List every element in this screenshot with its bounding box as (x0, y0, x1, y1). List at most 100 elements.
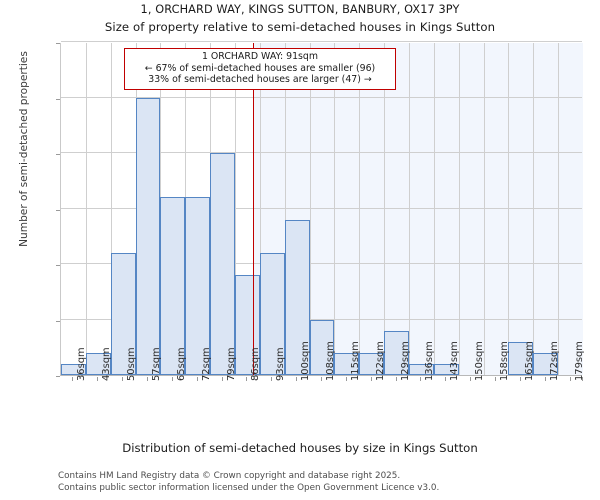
y-axis-tick-mark (56, 265, 60, 266)
histogram-bar (85, 352, 111, 375)
x-axis-tick-mark (544, 377, 546, 381)
x-axis-tick-mark (221, 377, 223, 381)
x-axis-tick-mark (97, 377, 99, 381)
gridline-horizontal (61, 152, 582, 153)
histogram-bar (433, 363, 459, 375)
annotation-line-1: 1 ORCHARD WAY: 91sqm (201, 51, 319, 62)
x-axis-label: Distribution of semi-detached houses by … (122, 441, 478, 455)
x-axis-tick-label: 65sqm (175, 347, 187, 381)
x-axis-tick-mark (495, 377, 496, 381)
gridline-vertical (384, 43, 386, 375)
gridline-horizontal (61, 41, 582, 42)
y-axis-tick-mark (56, 320, 60, 322)
y-axis-tick-mark (56, 98, 60, 100)
gridline-vertical (334, 43, 336, 375)
histogram-bar (160, 197, 186, 375)
gridline-vertical (259, 43, 261, 375)
x-axis-tick-label: 172sqm (548, 341, 560, 381)
x-axis-tick-label: 165sqm (523, 341, 535, 381)
chart-title: 1, ORCHARD WAY, KINGS SUTTON, BANBURY, O… (140, 3, 460, 16)
y-axis-tick-mark (56, 43, 60, 44)
x-axis-tick-mark (582, 377, 583, 381)
gridline-horizontal (61, 96, 582, 98)
x-axis-tick-label: 136sqm (424, 341, 436, 381)
x-axis-tick-label: 115sqm (349, 341, 361, 381)
x-axis-tick-label: 122sqm (374, 341, 386, 381)
x-axis-tick-label: 79sqm (225, 347, 237, 381)
x-axis-tick-label: 36sqm (76, 347, 88, 381)
footer-line-1: Contains HM Land Registry data © Crown c… (58, 471, 401, 481)
x-axis-tick-label: 179sqm (573, 341, 585, 381)
histogram-bar (309, 319, 335, 375)
x-axis-tick-label: 150sqm (474, 341, 486, 381)
x-axis-tick-mark (569, 377, 571, 381)
x-axis-tick-label: 129sqm (399, 341, 411, 381)
x-axis-tick-mark (196, 377, 198, 381)
footer-attribution: Contains HM Land Registry data © Crown c… (58, 471, 439, 494)
x-axis-tick-mark (147, 377, 148, 381)
histogram-bar (508, 341, 534, 375)
gridline-vertical (533, 43, 535, 375)
gridline-vertical (309, 43, 311, 375)
gridline-vertical (85, 43, 87, 375)
x-axis-tick-mark (72, 377, 74, 381)
histogram-bar (61, 363, 86, 375)
histogram-bar (210, 153, 235, 375)
histogram-bar (110, 252, 136, 375)
x-axis-tick-label: 43sqm (101, 347, 113, 381)
gridline-vertical (483, 43, 485, 375)
annotation-line-2: ← 67% of semi-detached houses are smalle… (144, 62, 376, 74)
gridline-vertical (433, 43, 435, 375)
histogram-bar (259, 252, 285, 375)
chart-subtitle: Size of property relative to semi-detach… (104, 20, 496, 34)
x-axis-tick-mark (470, 377, 472, 381)
x-axis-tick-label: 108sqm (325, 341, 336, 381)
x-axis-tick-label: 86sqm (250, 347, 262, 381)
histogram-bar (135, 97, 161, 375)
histogram-bar (409, 363, 434, 375)
x-axis-tick-mark (246, 377, 248, 381)
gridline-vertical (558, 43, 560, 375)
annotation-box: 1 ORCHARD WAY: 91sqm ← 67% of semi-detac… (124, 48, 396, 90)
x-axis-tick-label: 100sqm (300, 341, 312, 381)
x-axis-tick-mark (370, 377, 372, 381)
histogram-bar (185, 197, 211, 375)
x-axis-tick-mark (171, 377, 173, 381)
gridline-vertical (409, 43, 410, 375)
x-axis-tick-mark (321, 377, 322, 381)
x-axis-tick-label: 50sqm (126, 347, 138, 381)
histogram-bar (533, 352, 559, 375)
x-axis-tick-label: 93sqm (275, 347, 287, 381)
y-axis-tick-mark (56, 376, 60, 377)
x-axis-tick-label: 143sqm (449, 341, 461, 381)
x-axis-tick-mark (445, 377, 447, 381)
y-axis-tick-mark (56, 154, 60, 155)
x-axis-tick-mark (345, 377, 347, 381)
histogram-bar (284, 219, 310, 375)
gridline-vertical (359, 43, 361, 375)
x-axis-tick-mark (271, 377, 273, 381)
y-axis-label: Number of semi-detached properties (18, 51, 30, 247)
histogram-bar (384, 330, 409, 375)
annotation-line-3: 33% of semi-detached houses are larger (… (148, 74, 372, 86)
x-axis-tick-label: 158sqm (499, 341, 510, 381)
gridline-horizontal (61, 318, 582, 320)
x-axis-tick-mark (519, 377, 521, 381)
x-axis-tick-label: 72sqm (200, 347, 212, 381)
gridline-horizontal (61, 207, 582, 209)
x-axis-tick-mark (122, 377, 124, 381)
x-axis-tick-mark (420, 377, 422, 381)
histogram-bar (235, 275, 260, 375)
x-axis-tick-mark (296, 377, 298, 381)
gridline-vertical (235, 43, 236, 375)
footer-line-2: Contains public sector information licen… (58, 482, 440, 493)
x-axis-tick-label: 57sqm (151, 347, 162, 381)
gridline-vertical (458, 43, 460, 375)
gridline-horizontal (61, 263, 582, 264)
histogram-bar (334, 352, 360, 375)
plot-area (60, 41, 583, 376)
gridline-vertical (508, 43, 510, 375)
y-axis-tick-mark (56, 209, 60, 211)
gridline-vertical (284, 43, 286, 375)
